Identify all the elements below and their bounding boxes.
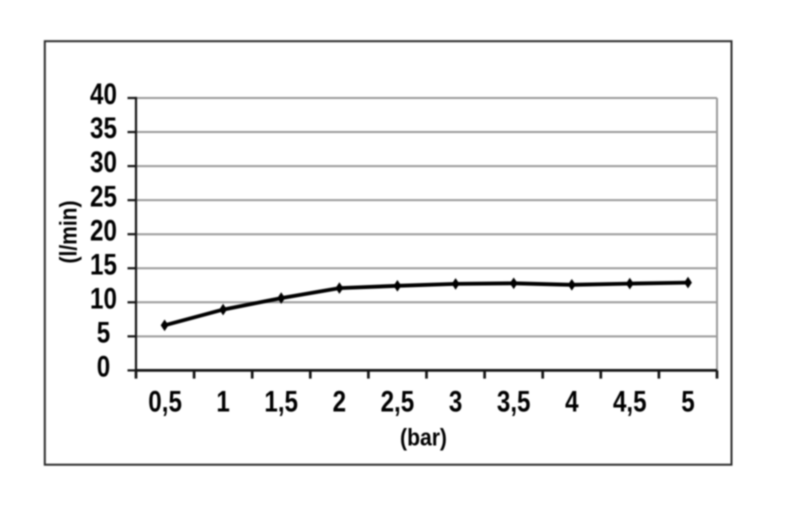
svg-text:5: 5 — [681, 385, 694, 418]
svg-text:30: 30 — [90, 146, 117, 179]
svg-text:20: 20 — [90, 214, 117, 247]
svg-text:(l/min): (l/min) — [55, 201, 82, 264]
svg-text:3,5: 3,5 — [497, 385, 531, 418]
svg-text:10: 10 — [90, 282, 117, 315]
svg-text:25: 25 — [90, 180, 117, 213]
svg-text:35: 35 — [90, 112, 117, 145]
svg-text:15: 15 — [90, 248, 117, 281]
svg-text:0,5: 0,5 — [148, 385, 182, 418]
svg-text:2,5: 2,5 — [381, 385, 415, 418]
svg-text:1: 1 — [216, 385, 229, 418]
svg-text:1,5: 1,5 — [264, 385, 298, 418]
svg-text:5: 5 — [97, 316, 110, 349]
svg-text:2: 2 — [333, 385, 346, 418]
svg-text:4,5: 4,5 — [613, 385, 647, 418]
svg-text:4: 4 — [565, 385, 578, 418]
svg-text:40: 40 — [90, 78, 117, 111]
svg-text:3: 3 — [449, 385, 462, 418]
svg-text:(bar): (bar) — [400, 424, 447, 451]
svg-text:0: 0 — [97, 350, 110, 383]
